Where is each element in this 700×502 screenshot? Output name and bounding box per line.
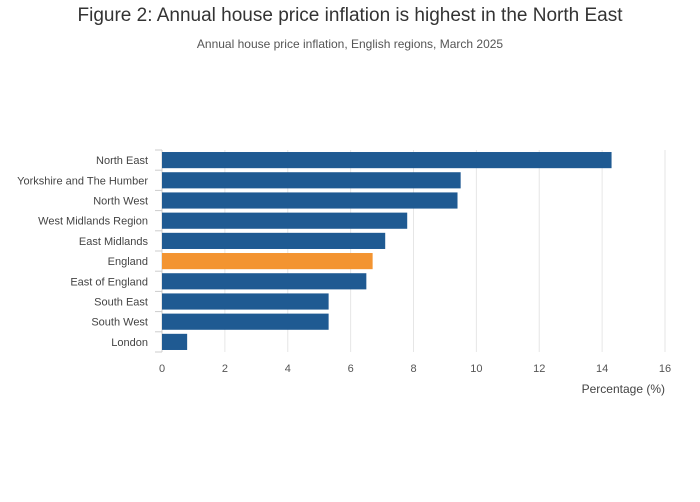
category-label: North West bbox=[93, 196, 148, 208]
bar-north-west[interactable] bbox=[162, 192, 458, 209]
bar-south-east[interactable] bbox=[162, 293, 329, 310]
bar-south-west[interactable] bbox=[162, 313, 329, 330]
x-tick-label: 16 bbox=[659, 363, 671, 375]
x-tick-label: 10 bbox=[470, 363, 482, 375]
bar-east-of-england[interactable] bbox=[162, 273, 367, 290]
axes bbox=[155, 149, 163, 353]
category-label: East of England bbox=[70, 276, 148, 288]
category-label: North East bbox=[96, 155, 148, 167]
x-axis-title: Percentage (%) bbox=[582, 382, 665, 396]
chart-subtitle: Annual house price inflation, English re… bbox=[196, 37, 504, 51]
category-label: London bbox=[111, 337, 148, 349]
x-tick-label: 4 bbox=[285, 363, 291, 375]
category-labels: North East Yorkshire and The Humber North … bbox=[17, 155, 148, 349]
x-tick-label: 6 bbox=[348, 363, 354, 375]
category-label: East Midlands bbox=[79, 236, 149, 248]
x-tick-label: 8 bbox=[410, 363, 416, 375]
category-label: South West bbox=[91, 317, 148, 329]
bar-yorkshire-and-the-humber[interactable] bbox=[162, 172, 461, 189]
bar-england[interactable] bbox=[162, 253, 373, 270]
x-tick-labels: 0 2 4 6 8 10 12 14 16 bbox=[159, 363, 671, 375]
category-label: England bbox=[108, 256, 148, 268]
bar-london[interactable] bbox=[162, 333, 188, 350]
x-tick-label: 12 bbox=[533, 363, 545, 375]
bars bbox=[162, 152, 612, 350]
x-tick-label: 14 bbox=[596, 363, 608, 375]
category-label: West Midlands Region bbox=[38, 216, 148, 228]
category-label: Yorkshire and The Humber bbox=[17, 175, 148, 187]
bar-west-midlands-region[interactable] bbox=[162, 212, 408, 229]
bar-east-midlands[interactable] bbox=[162, 232, 386, 249]
x-tick-label: 0 bbox=[159, 363, 165, 375]
category-label: South East bbox=[94, 297, 148, 309]
x-tick-label: 2 bbox=[222, 363, 228, 375]
bar-north-east[interactable] bbox=[162, 152, 612, 169]
chart-title: Figure 2: Annual house price inflation i… bbox=[77, 5, 623, 26]
